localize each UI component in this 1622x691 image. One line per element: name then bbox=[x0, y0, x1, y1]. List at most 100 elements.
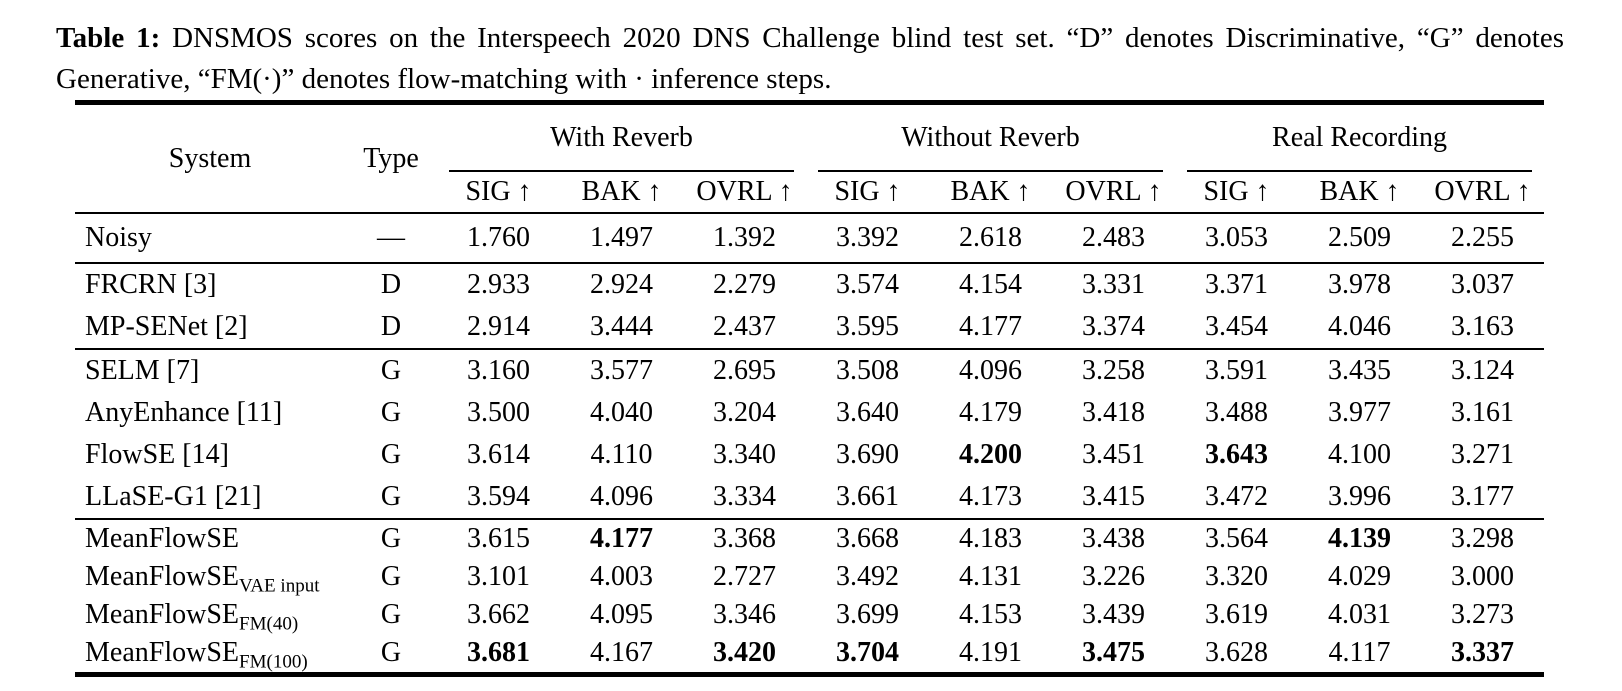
system-name-cell: FlowSE [14] bbox=[85, 438, 229, 470]
score-cell: 4.040 bbox=[590, 396, 653, 428]
system-name-cell: MP-SENet [2] bbox=[85, 310, 248, 342]
system-name-cell: LLaSE-G1 [21] bbox=[85, 480, 262, 512]
score-cell: 3.161 bbox=[1451, 396, 1514, 428]
score-cell: 3.628 bbox=[1205, 636, 1268, 668]
system-name-subscript: FM(40) bbox=[239, 613, 299, 635]
group-header-row: System Type With Reverb Without Reverb R… bbox=[75, 103, 1544, 174]
metric-header-bak: BAK ↑ bbox=[1319, 176, 1400, 207]
metric-header-row: SIG ↑ BAK ↑ OVRL ↑ SIG ↑ BAK ↑ OVRL ↑ SI… bbox=[75, 172, 1544, 213]
table-section: MeanFlowSE G 3.615 4.177 3.368 3.668 4.183 3.43… bbox=[75, 519, 1545, 675]
metric-header-sig: SIG ↑ bbox=[834, 176, 901, 207]
score-cell: 3.643 bbox=[1205, 438, 1268, 470]
system-name-cell: MeanFlowSEFM(40) bbox=[85, 598, 299, 635]
score-cell: 2.695 bbox=[713, 354, 776, 386]
score-cell: 3.334 bbox=[713, 480, 776, 512]
score-cell: 3.996 bbox=[1328, 480, 1391, 512]
metric-header-sig: SIG ↑ bbox=[1203, 176, 1270, 207]
score-cell: 3.374 bbox=[1082, 310, 1145, 342]
score-cell: 2.255 bbox=[1451, 221, 1514, 253]
score-cell: 4.177 bbox=[959, 310, 1022, 342]
score-cell: 3.418 bbox=[1082, 396, 1145, 428]
score-cell: 3.340 bbox=[713, 438, 776, 470]
score-cell: 4.117 bbox=[1328, 636, 1391, 668]
type-cell: — bbox=[377, 221, 405, 253]
score-cell: 3.690 bbox=[836, 438, 899, 470]
type-cell: D bbox=[380, 310, 402, 342]
score-cell: 4.100 bbox=[1328, 438, 1391, 470]
score-cell: 3.163 bbox=[1451, 310, 1514, 342]
score-cell: 4.131 bbox=[959, 560, 1022, 592]
score-cell: 4.167 bbox=[590, 636, 653, 668]
score-cell: 2.914 bbox=[467, 310, 530, 342]
score-cell: 4.139 bbox=[1328, 522, 1391, 554]
score-cell: 4.177 bbox=[590, 522, 653, 554]
score-cell: 3.574 bbox=[836, 268, 899, 300]
score-cell: 2.924 bbox=[590, 268, 653, 300]
score-cell: 3.681 bbox=[467, 636, 530, 668]
caption-label: Table 1: bbox=[56, 22, 161, 54]
metric-header-sig: SIG ↑ bbox=[465, 176, 532, 207]
score-cell: 1.760 bbox=[467, 221, 530, 253]
score-cell: 3.415 bbox=[1082, 480, 1145, 512]
table-section: Noisy — 1.760 1.497 1.392 3.392 2.618 2.483 3.05… bbox=[75, 213, 1545, 263]
score-cell: 4.095 bbox=[590, 598, 653, 630]
score-cell: 2.618 bbox=[959, 221, 1022, 253]
score-cell: 3.037 bbox=[1451, 268, 1514, 300]
score-cell: 3.053 bbox=[1205, 221, 1268, 253]
type-column-header: Type bbox=[363, 142, 419, 174]
metric-header-ovrl: OVRL ↑ bbox=[1065, 176, 1162, 207]
table-row: MeanFlowSEVAE input G 3.101 4.003 2.727 3.492… bbox=[75, 558, 1544, 596]
score-cell: 4.179 bbox=[959, 396, 1022, 428]
score-cell: 3.668 bbox=[836, 522, 899, 554]
table-row: MeanFlowSE G 3.615 4.177 3.368 3.668 4.183 3.43… bbox=[75, 519, 1544, 558]
score-cell: 3.124 bbox=[1451, 354, 1514, 386]
caption-text: DNSMOS scores on the Interspeech 2020 DN… bbox=[56, 22, 1564, 96]
table-caption: Table 1: DNSMOS scores on the Interspeec… bbox=[56, 18, 1564, 100]
table-row: MeanFlowSEFM(100) G 3.681 4.167 3.420 3.704 4.… bbox=[75, 634, 1544, 675]
score-cell: 3.420 bbox=[713, 636, 776, 668]
system-name-subscript: VAE input bbox=[239, 575, 320, 597]
table-section: SELM [7] G 3.160 3.577 2.695 3.508 4.096 3.258 3… bbox=[75, 349, 1545, 519]
score-cell: 4.153 bbox=[959, 598, 1022, 630]
table-header: System Type With Reverb Without Reverb R… bbox=[75, 103, 1544, 214]
table-row: Noisy — 1.760 1.497 1.392 3.392 2.618 2.483 3.05… bbox=[75, 213, 1544, 263]
group-label: Without Reverb bbox=[901, 121, 1080, 153]
score-cell: 3.661 bbox=[836, 480, 899, 512]
score-cell: 3.337 bbox=[1451, 636, 1514, 668]
score-cell: 3.594 bbox=[467, 480, 530, 512]
type-cell: G bbox=[380, 480, 402, 512]
score-cell: 3.226 bbox=[1082, 560, 1145, 592]
results-table: System Type With Reverb Without Reverb R… bbox=[75, 100, 1545, 677]
score-cell: 2.279 bbox=[713, 268, 776, 300]
score-cell: 3.475 bbox=[1082, 636, 1145, 668]
table-row: AnyEnhance [11] G 3.500 4.040 3.204 3.640 4.17… bbox=[75, 392, 1544, 434]
score-cell: 4.200 bbox=[959, 438, 1022, 470]
system-name-subscript: FM(100) bbox=[239, 651, 308, 673]
score-cell: 3.331 bbox=[1082, 268, 1145, 300]
score-cell: 3.492 bbox=[836, 560, 899, 592]
score-cell: 3.101 bbox=[467, 560, 530, 592]
score-cell: 3.454 bbox=[1205, 310, 1268, 342]
system-name-cell: MeanFlowSEVAE input bbox=[85, 560, 320, 597]
score-cell: 3.273 bbox=[1451, 598, 1514, 630]
score-cell: 3.615 bbox=[467, 522, 530, 554]
table-section: FRCRN [3] D 2.933 2.924 2.279 3.574 4.154 3.331… bbox=[75, 263, 1545, 349]
score-cell: 3.204 bbox=[713, 396, 776, 428]
score-cell: 3.704 bbox=[836, 636, 899, 668]
score-cell: 3.368 bbox=[713, 522, 776, 554]
score-cell: 3.271 bbox=[1451, 438, 1514, 470]
metric-header-bak: BAK ↑ bbox=[950, 176, 1031, 207]
score-cell: 3.564 bbox=[1205, 522, 1268, 554]
score-cell: 3.978 bbox=[1328, 268, 1391, 300]
group-header-real-recording: Real Recording bbox=[1175, 103, 1544, 172]
group-header-without-reverb: Without Reverb bbox=[806, 103, 1175, 172]
score-cell: 4.110 bbox=[590, 438, 653, 470]
score-cell: 4.154 bbox=[959, 268, 1022, 300]
score-cell: 4.046 bbox=[1328, 310, 1391, 342]
score-cell: 3.640 bbox=[836, 396, 899, 428]
group-label: Real Recording bbox=[1272, 121, 1447, 153]
score-cell: 3.346 bbox=[713, 598, 776, 630]
table-row: FlowSE [14] G 3.614 4.110 3.340 3.690 4.200 3.4… bbox=[75, 434, 1544, 476]
score-cell: 3.298 bbox=[1451, 522, 1514, 554]
